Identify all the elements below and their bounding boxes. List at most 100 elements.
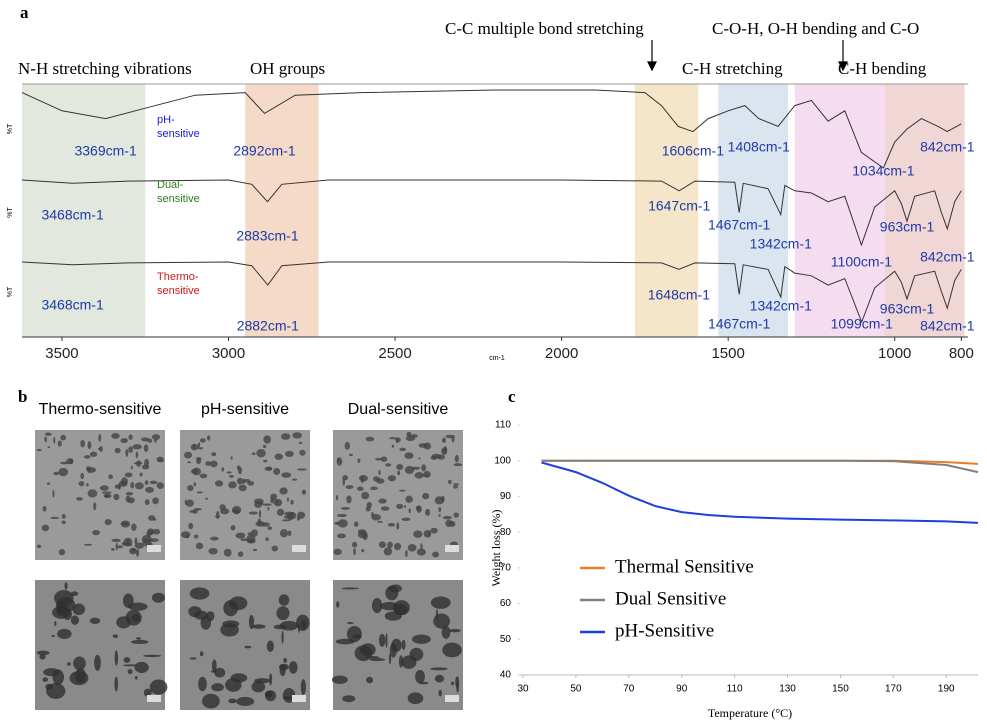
- y-tick-label: 90: [500, 491, 512, 502]
- pore: [131, 523, 137, 531]
- pore: [120, 438, 128, 444]
- pore: [89, 451, 98, 457]
- pore: [352, 634, 362, 639]
- pore: [53, 436, 56, 445]
- pore: [452, 485, 458, 489]
- pore: [288, 511, 297, 520]
- pore: [131, 639, 149, 645]
- peak-label: 1100cm-1: [831, 254, 892, 270]
- pore: [111, 433, 120, 439]
- pore: [301, 489, 307, 495]
- pore: [114, 484, 122, 489]
- pore: [130, 481, 135, 489]
- peak-label: 1467cm-1: [708, 217, 770, 233]
- pore: [56, 597, 76, 613]
- pore: [86, 466, 91, 471]
- pore: [211, 452, 217, 457]
- pore: [434, 674, 445, 683]
- peak-label: 1606cm-1: [662, 143, 724, 159]
- pore: [346, 625, 362, 643]
- pore: [280, 433, 291, 440]
- pore: [51, 634, 55, 638]
- spectrum-line: [21, 179, 962, 247]
- pore: [236, 477, 244, 485]
- pore: [214, 480, 224, 487]
- pore: [197, 442, 201, 448]
- pore: [297, 468, 307, 471]
- pore: [263, 459, 268, 463]
- pore: [344, 441, 350, 450]
- pore: [380, 456, 388, 462]
- pore: [336, 601, 340, 608]
- pore: [196, 457, 202, 465]
- panel-letter: c: [508, 387, 516, 406]
- pore: [300, 679, 306, 695]
- pore: [211, 683, 224, 692]
- pore: [196, 491, 203, 494]
- x-tick-label: 800: [949, 345, 974, 362]
- pore: [216, 510, 220, 520]
- pore: [405, 495, 413, 503]
- pore: [425, 508, 431, 516]
- legend-label: Thermal Sensitive: [615, 556, 754, 577]
- pore: [194, 534, 199, 539]
- pore: [189, 587, 210, 600]
- x-tick-label: 50: [570, 684, 582, 695]
- pore: [396, 503, 404, 509]
- peak-label: 842cm-1: [920, 318, 975, 334]
- pore: [57, 440, 62, 447]
- pore: [220, 508, 230, 515]
- pore: [251, 681, 266, 693]
- pore: [151, 434, 161, 440]
- band: [794, 84, 885, 337]
- pore: [228, 698, 237, 704]
- pore: [454, 454, 459, 463]
- pore: [198, 676, 207, 692]
- pore: [201, 693, 220, 709]
- pore: [441, 437, 447, 443]
- pore: [281, 630, 284, 644]
- pore: [273, 498, 283, 507]
- peak-label: 3369cm-1: [74, 143, 136, 159]
- pore: [418, 443, 428, 448]
- pore: [335, 495, 339, 501]
- pore: [42, 505, 47, 512]
- x-tick-label: 3000: [212, 345, 245, 362]
- pore: [156, 456, 164, 462]
- pore: [258, 502, 264, 505]
- pore: [120, 477, 128, 486]
- peak-label: 842cm-1: [920, 249, 975, 265]
- pore: [391, 444, 395, 448]
- pore: [46, 683, 66, 699]
- pore: [278, 663, 289, 671]
- x-axis-label: Temperature (°C): [708, 706, 792, 720]
- x-tick-label: 110: [727, 684, 743, 695]
- pore: [246, 535, 256, 543]
- pore: [377, 520, 383, 523]
- pore: [346, 495, 352, 504]
- peak-label: 1099cm-1: [831, 316, 893, 332]
- pore: [290, 499, 294, 505]
- pore: [276, 606, 290, 621]
- pore: [236, 465, 241, 470]
- pore: [421, 464, 427, 472]
- pore: [141, 464, 150, 470]
- pore: [133, 462, 143, 465]
- pore: [258, 509, 262, 518]
- pore: [99, 445, 103, 452]
- pore: [442, 642, 462, 658]
- pore: [342, 478, 346, 486]
- pore: [431, 453, 441, 459]
- pore: [226, 471, 232, 474]
- pore: [205, 461, 211, 466]
- pore: [373, 476, 380, 482]
- pore: [121, 522, 129, 525]
- pore: [422, 492, 430, 500]
- pore: [80, 472, 85, 480]
- pore: [406, 431, 412, 437]
- pore: [438, 506, 442, 513]
- pore: [404, 505, 407, 508]
- pore: [448, 479, 452, 485]
- pore: [144, 458, 150, 467]
- pore: [430, 527, 438, 534]
